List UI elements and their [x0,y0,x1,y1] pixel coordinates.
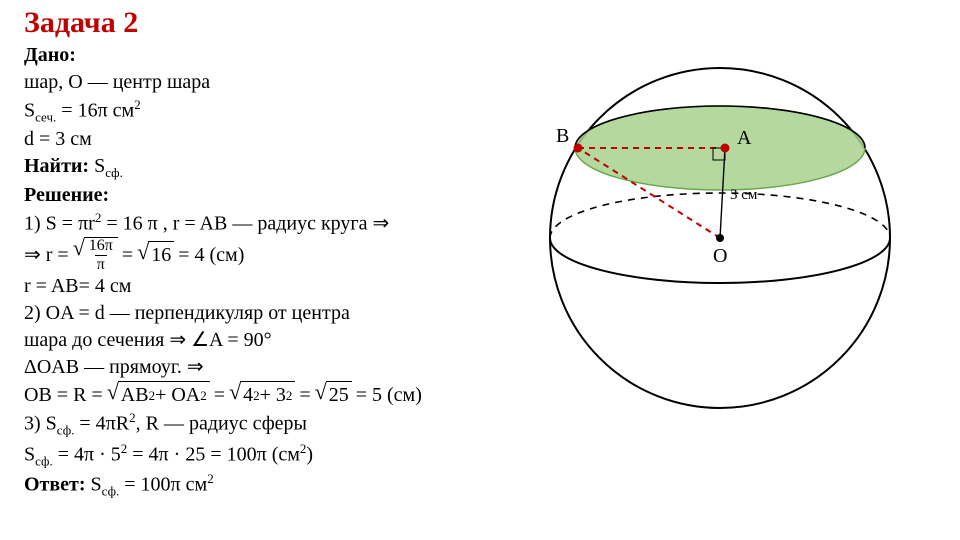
svg-text:A: A [737,127,752,149]
step3-line-b: Sсф. = 4π · 52 = 4π · 25 = 100π (см2) [24,440,494,470]
svg-text:O: O [713,245,727,267]
answer-line: Ответ: Sсф. = 100π см2 [24,470,494,500]
given-line-1: шар, O — центр шара [24,69,494,96]
problem-title: Задача 2 [24,6,494,40]
svg-text:3 см: 3 см [730,187,758,203]
sphere-diagram: B A O 3 см [490,28,950,453]
given-line-s: Sсеч. = 16π см2 [24,96,494,126]
step2-line-b: шара до сечения ⇒ ∠A = 90° [24,327,494,354]
given-heading: Дано: [24,42,494,69]
step2-line-a: 2) OA = d — перпендикуляр от центра [24,300,494,327]
step1-line-a: 1) S = πr2 = 16 π , r = AB — радиус круг… [24,209,494,238]
solution-heading: Решение: [24,182,494,209]
step3-line-a: 3) Sсф. = 4πR2, R — радиус сферы [24,409,494,439]
svg-text:B: B [556,125,569,147]
find-line: Найти: Sсф. [24,153,494,182]
given-line-d: d = 3 см [24,126,494,153]
step2-line-d: OB = R = √ AB2 + OA2 = √ 42 + 32 = √25 =… [24,381,494,409]
step2-line-c: ΔOAB — прямоуг. ⇒ [24,354,494,381]
step1-line-c: r = AB= 4 см [24,273,494,300]
step1-line-b: ⇒ r = √ 16ππ = √16 = 4 (см) [24,237,494,273]
